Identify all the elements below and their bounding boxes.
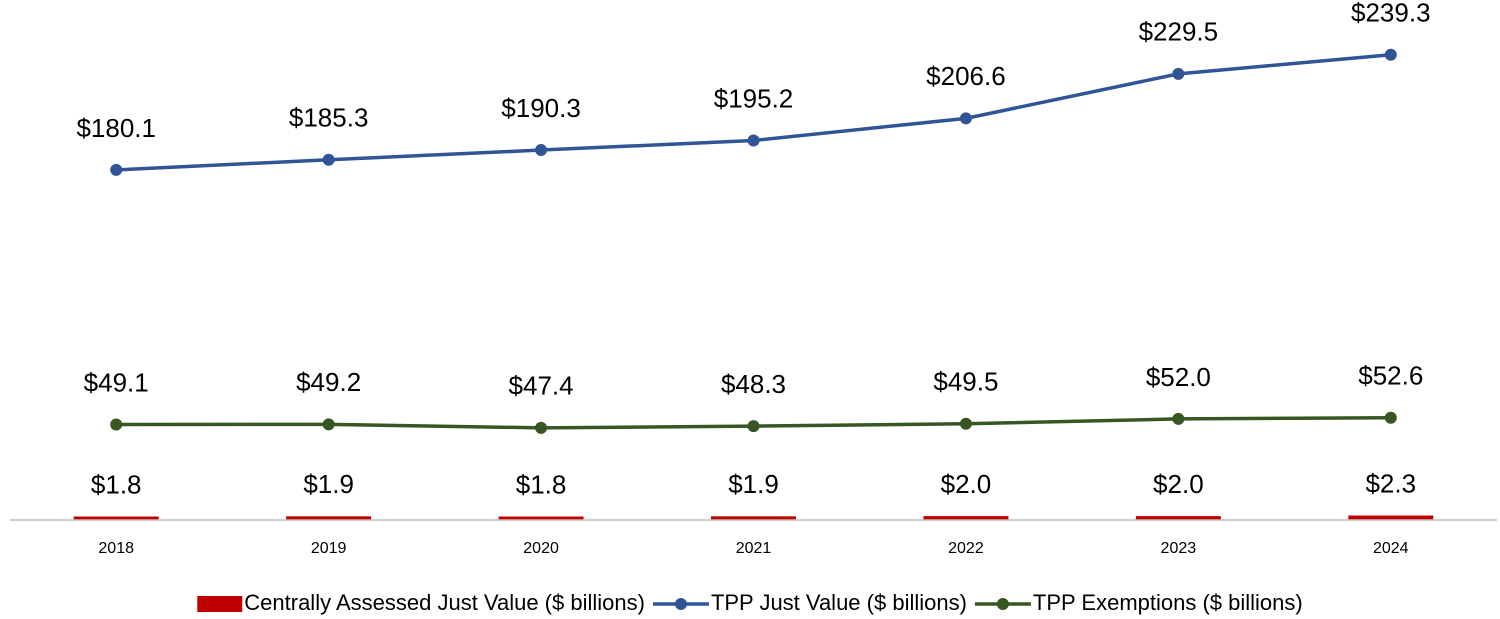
data-label: $48.3 xyxy=(721,369,786,399)
point xyxy=(747,134,760,147)
legend-label: TPP Exemptions ($ billions) xyxy=(1033,590,1303,615)
point xyxy=(747,420,760,433)
point xyxy=(1384,48,1397,61)
legend-item: TPP Exemptions ($ billions) xyxy=(974,590,1303,615)
data-label: $1.9 xyxy=(303,469,354,499)
data-label: $1.8 xyxy=(91,469,142,499)
point xyxy=(322,153,335,166)
point xyxy=(535,144,548,157)
point xyxy=(959,112,972,125)
x-tick-label: 2019 xyxy=(311,540,347,557)
data-label: $185.3 xyxy=(289,103,369,133)
data-label: $190.3 xyxy=(501,93,581,123)
data-label: $49.1 xyxy=(84,367,149,397)
bar xyxy=(498,516,584,520)
legend-swatch xyxy=(674,598,687,610)
data-label: $52.0 xyxy=(1146,362,1211,392)
data-label: $49.2 xyxy=(296,367,361,397)
x-tick-label: 2022 xyxy=(948,540,984,557)
bar xyxy=(286,516,372,520)
bar xyxy=(923,516,1009,520)
data-label: $52.6 xyxy=(1358,361,1423,391)
bar xyxy=(1135,516,1221,520)
data-label: $1.9 xyxy=(728,469,779,499)
legend-swatch xyxy=(996,598,1009,610)
data-label: $195.2 xyxy=(714,83,794,113)
point xyxy=(1384,411,1397,424)
x-tick-label: 2020 xyxy=(523,540,559,557)
data-label: $47.4 xyxy=(509,371,574,401)
legend-label: TPP Just Value ($ billions) xyxy=(711,590,967,615)
data-label: $2.0 xyxy=(941,469,992,499)
data-label: $49.5 xyxy=(933,367,998,397)
point xyxy=(535,421,548,434)
legend-swatch xyxy=(197,596,243,612)
bar xyxy=(73,516,159,520)
x-tick-label: 2023 xyxy=(1161,540,1197,557)
point xyxy=(1172,67,1185,80)
data-label: $2.0 xyxy=(1153,469,1204,499)
x-tick-label: 2018 xyxy=(98,540,134,557)
point xyxy=(322,418,335,431)
legend: Centrally Assessed Just Value ($ billion… xyxy=(197,590,1303,615)
data-label: $239.3 xyxy=(1351,0,1431,28)
data-label: $229.5 xyxy=(1139,17,1219,47)
x-tick-label: 2024 xyxy=(1373,540,1409,557)
point xyxy=(110,418,123,431)
legend-label: Centrally Assessed Just Value ($ billion… xyxy=(244,590,645,615)
legend-item: TPP Just Value ($ billions) xyxy=(652,590,967,615)
data-label: $1.8 xyxy=(516,469,567,499)
x-tick-label: 2021 xyxy=(736,540,772,557)
legend-item: Centrally Assessed Just Value ($ billion… xyxy=(197,590,645,615)
data-label: $2.3 xyxy=(1365,468,1416,498)
data-label: $206.6 xyxy=(926,61,1006,91)
bar xyxy=(711,516,796,520)
point xyxy=(110,163,123,176)
point xyxy=(959,417,972,430)
bar xyxy=(1348,515,1434,520)
point xyxy=(1172,412,1185,425)
data-label: $180.1 xyxy=(76,113,156,143)
